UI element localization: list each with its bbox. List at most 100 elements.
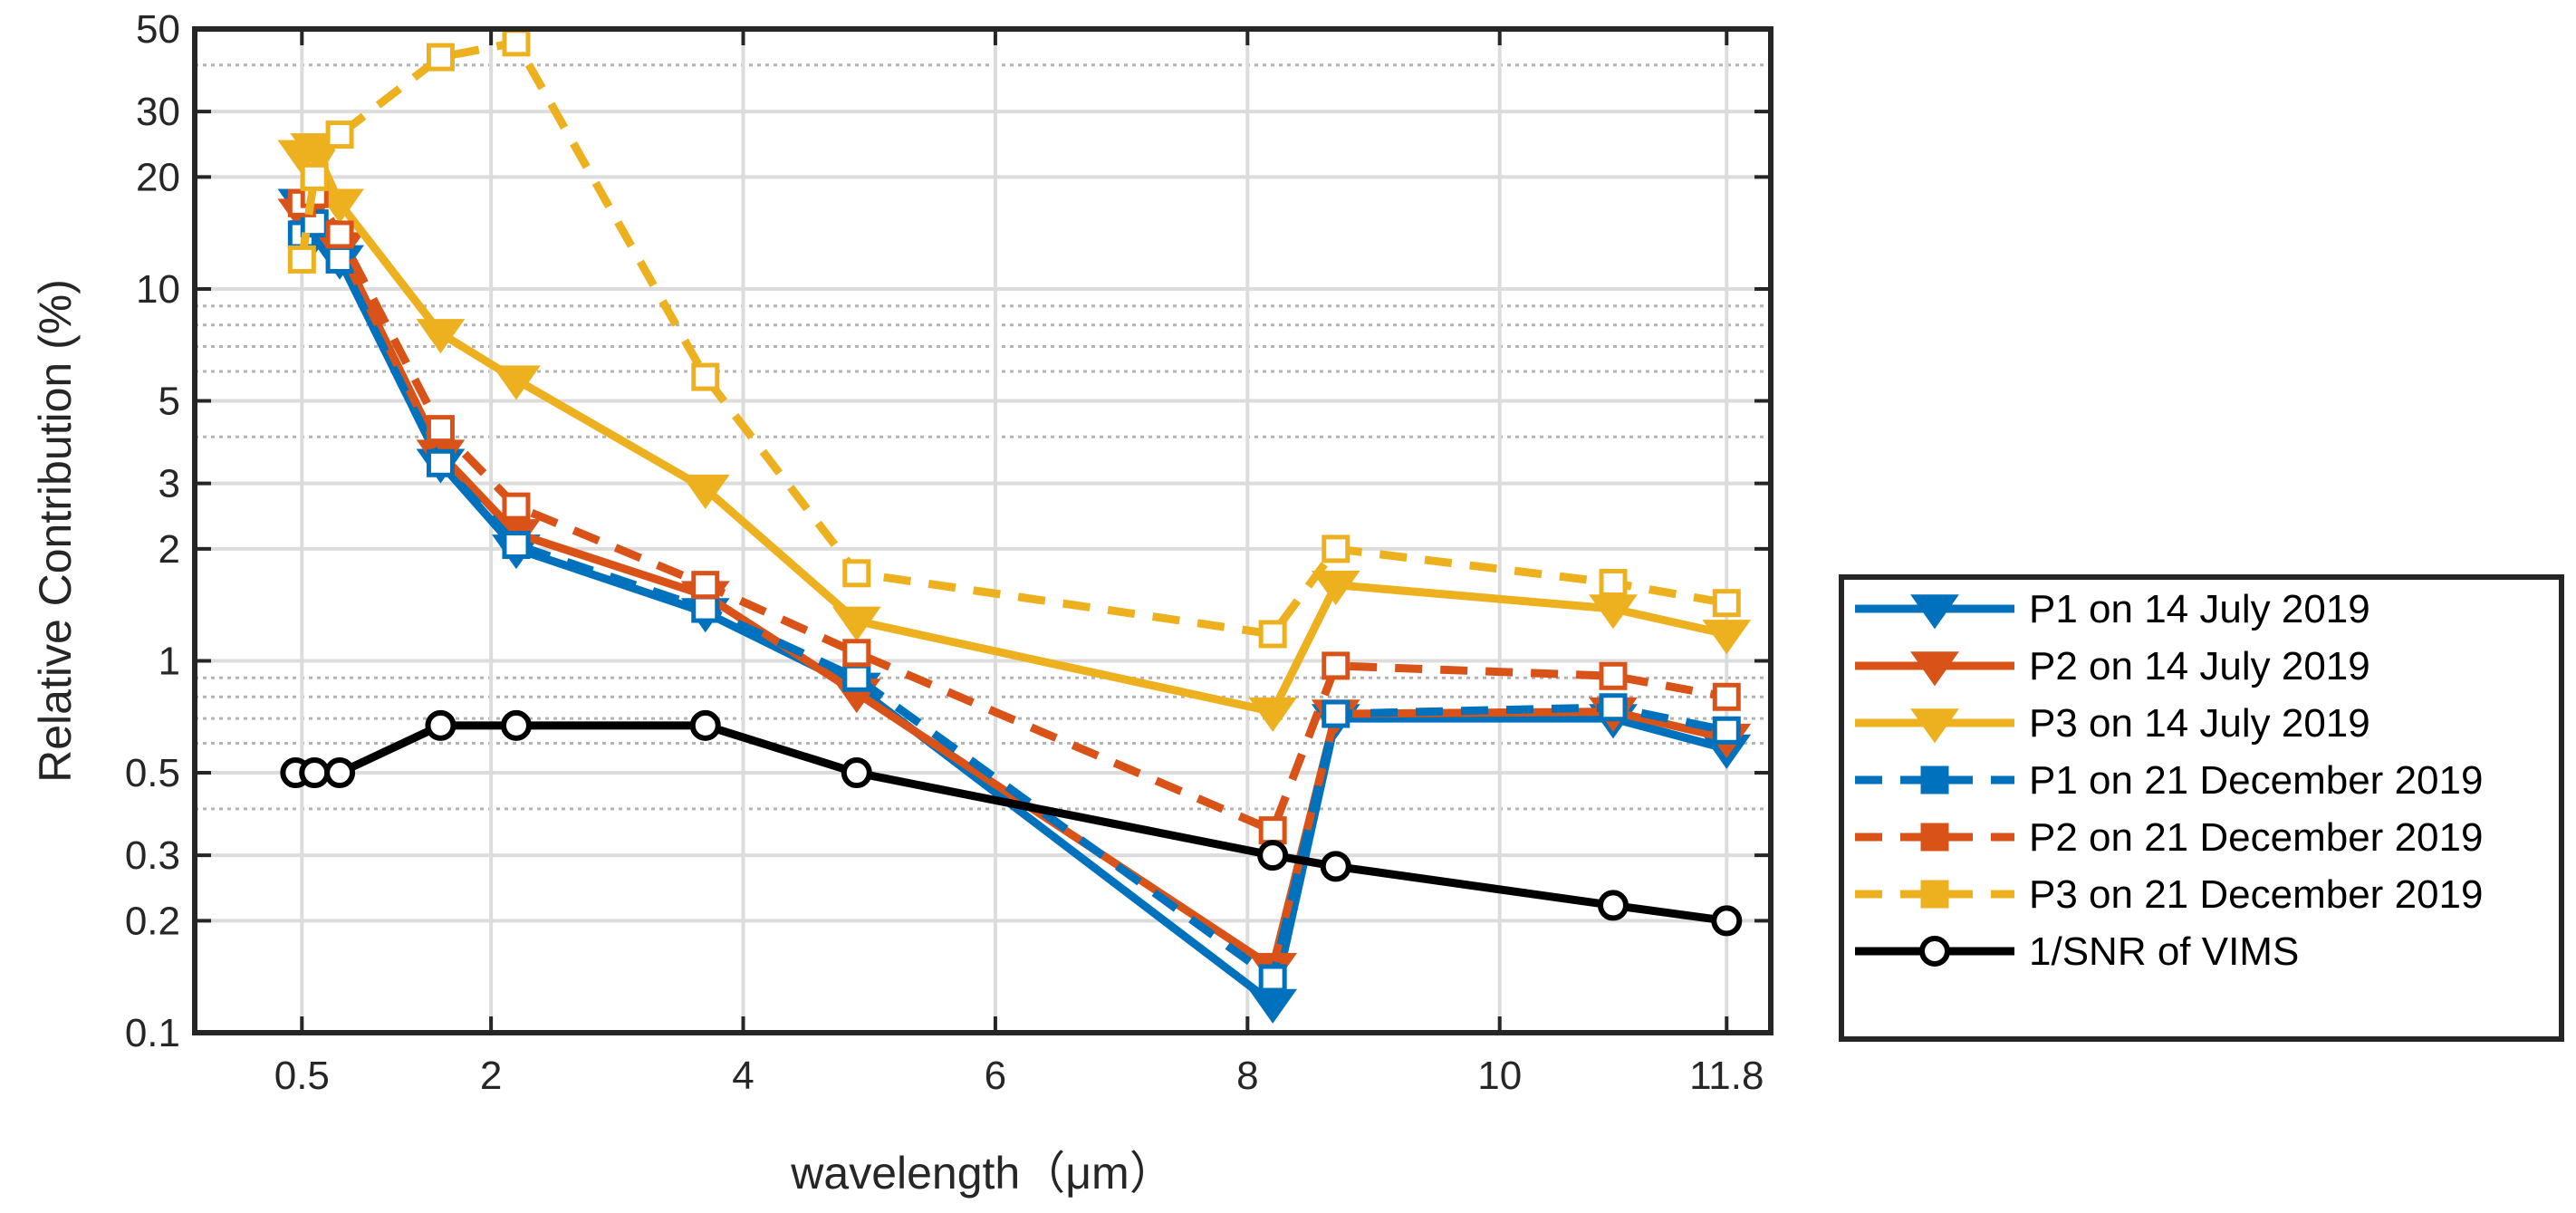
triangle-marker <box>290 133 340 168</box>
square-marker <box>300 162 329 191</box>
y-tick-label: 0.3 <box>125 833 180 878</box>
square-marker <box>426 415 455 444</box>
square-marker <box>1322 534 1350 563</box>
square-marker <box>842 663 871 692</box>
circle-marker <box>841 757 872 789</box>
square-marker <box>1258 816 1287 845</box>
triangle-marker <box>1248 697 1298 732</box>
series-line <box>297 38 1728 639</box>
triangle-marker <box>680 474 730 509</box>
y-tick-label: 0.5 <box>125 751 180 795</box>
triangle-marker <box>315 188 364 224</box>
circle-marker <box>1919 936 1950 967</box>
square-marker <box>691 362 720 391</box>
series-group <box>277 28 1752 1024</box>
square-marker <box>325 245 354 274</box>
circle-marker <box>1711 905 1743 937</box>
triangle-marker <box>416 319 466 354</box>
y-axis-label: Relative Contribution (%) <box>30 279 81 783</box>
circle-marker <box>425 709 457 741</box>
x-tick-label: 11.8 <box>1689 1054 1764 1098</box>
x-tick-label: 0.5 <box>274 1054 330 1098</box>
square-marker <box>1712 716 1741 745</box>
legend-item: P1 on 14 July 2019 <box>1855 587 2370 631</box>
legend-item: P3 on 14 July 2019 <box>1855 701 2370 746</box>
x-tick-label: 8 <box>1236 1054 1258 1098</box>
square-marker <box>1322 651 1350 680</box>
y-tick-label: 3 <box>159 462 180 506</box>
legend-label: P1 on 21 December 2019 <box>2029 758 2483 803</box>
legend-item: P3 on 21 December 2019 <box>1855 872 2483 917</box>
legend-label: P2 on 21 December 2019 <box>2029 815 2483 860</box>
circle-marker <box>1257 840 1289 871</box>
tick-labels: 0.5 2 4 6 8 10 11.8 0.1 0.2 0.3 0.5 1 2 3 5 10 20 30 50 <box>125 7 1771 1098</box>
plot-frame <box>192 26 1773 1035</box>
triangle-marker <box>1910 708 1959 744</box>
square-marker <box>1599 568 1628 597</box>
square-marker <box>287 245 316 274</box>
legend-label: P1 on 14 July 2019 <box>2029 587 2370 631</box>
y-tick-label: 2 <box>159 527 180 572</box>
square-marker <box>1322 699 1350 728</box>
square-marker <box>426 43 455 72</box>
y-tick-label: 20 <box>136 155 180 199</box>
square-marker <box>502 28 531 57</box>
y-tick-label: 0.2 <box>125 899 180 943</box>
y-tick-label: 5 <box>159 380 180 424</box>
legend-item: P2 on 14 July 2019 <box>1855 644 2370 688</box>
circle-marker <box>1320 851 1351 882</box>
square-marker <box>1920 765 1949 794</box>
series <box>280 709 1743 937</box>
square-marker <box>502 530 531 559</box>
series <box>287 28 1741 649</box>
square-marker <box>1258 620 1287 649</box>
y-tick-label: 1 <box>159 639 180 683</box>
square-marker <box>1712 589 1741 618</box>
y-tick-label: 10 <box>136 267 180 312</box>
square-marker <box>426 448 455 477</box>
legend-box <box>1839 574 2564 1042</box>
legend-item: 1/SNR of VIMS <box>1855 929 2299 974</box>
legend-label: P3 on 14 July 2019 <box>2029 701 2370 746</box>
legend-label: P2 on 14 July 2019 <box>2029 644 2370 688</box>
circle-marker <box>299 757 331 789</box>
triangle-marker <box>1910 651 1959 687</box>
legend-label: P3 on 21 December 2019 <box>2029 872 2483 917</box>
x-tick-label: 4 <box>732 1054 754 1098</box>
triangle-marker <box>1702 620 1752 655</box>
triangle-marker <box>1311 570 1360 605</box>
y-tick-label: 30 <box>136 90 180 134</box>
square-marker <box>842 639 871 668</box>
circle-marker <box>1598 890 1629 921</box>
plot-area <box>195 29 1771 1033</box>
triangle-marker <box>492 365 541 400</box>
triangle-marker <box>831 606 881 641</box>
legend-item: P2 on 21 December 2019 <box>1855 815 2483 860</box>
x-axis-label: wavelength（μm） <box>790 1148 1174 1199</box>
square-marker <box>1920 880 1949 909</box>
square-marker <box>502 492 531 521</box>
legend-item: P1 on 21 December 2019 <box>1855 758 2483 803</box>
square-marker <box>842 559 871 588</box>
circle-marker <box>689 709 721 741</box>
legend-label: 1/SNR of VIMS <box>2029 929 2299 974</box>
circle-marker <box>500 709 532 741</box>
square-marker <box>1920 823 1949 852</box>
x-tick-label: 6 <box>985 1054 1006 1098</box>
series <box>277 133 1752 732</box>
y-tick-label: 0.1 <box>125 1011 180 1055</box>
circle-marker <box>324 757 356 789</box>
x-tick-label: 2 <box>480 1054 502 1098</box>
square-marker <box>1599 693 1628 722</box>
square-marker <box>1258 964 1287 993</box>
y-tick-label: 50 <box>136 7 180 52</box>
square-marker <box>691 571 720 600</box>
square-marker <box>1599 661 1628 690</box>
x-tick-label: 10 <box>1477 1054 1522 1098</box>
square-marker <box>325 120 354 149</box>
square-marker <box>1712 682 1741 711</box>
square-marker <box>325 220 354 249</box>
triangle-marker <box>1910 594 1959 630</box>
square-marker <box>691 594 720 623</box>
